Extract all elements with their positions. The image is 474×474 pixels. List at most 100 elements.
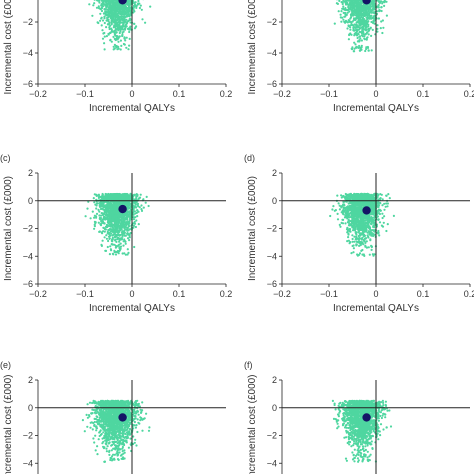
scatter-point [136, 215, 139, 218]
scatter-point [144, 201, 147, 204]
scatter-point [373, 14, 376, 17]
scatter-point [335, 2, 338, 5]
scatter-point [126, 218, 129, 221]
scatter-point [100, 24, 103, 27]
scatter-point [349, 17, 352, 20]
scatter-point [118, 237, 121, 240]
scatter-point [101, 29, 104, 32]
scatter-point [117, 210, 120, 214]
scatter-point [367, 49, 370, 52]
scatter-point [122, 5, 125, 8]
scatter-point [361, 34, 364, 37]
scatter-point [116, 230, 119, 233]
scatter-point [95, 6, 99, 9]
scatter-point [128, 239, 131, 242]
scatter-point [145, 195, 148, 198]
scatter-point [104, 249, 108, 252]
scatter-point [138, 6, 141, 10]
scatter-point [107, 235, 111, 238]
scatter-point [126, 0, 129, 3]
scatter-point [376, 27, 379, 30]
scatter-point [353, 47, 356, 50]
scatter-point [97, 221, 100, 224]
scatter-point [116, 7, 120, 10]
scatter-point [124, 242, 127, 245]
scatter-point [349, 26, 352, 29]
scatter-point [107, 18, 110, 21]
scatter-point [122, 30, 125, 33]
scatter-point [382, 26, 385, 29]
scatter-point [129, 12, 132, 15]
x-axis-label: Incremental QALYs [89, 103, 175, 114]
scatter-point [104, 4, 107, 7]
bootstrap-cloud [84, 192, 150, 256]
scatter-point [366, 20, 369, 23]
scatter-point [101, 232, 104, 235]
scatter-point [340, 10, 343, 13]
scatter-point [352, 2, 355, 5]
scatter-point [365, 47, 368, 51]
scatter-point [122, 240, 125, 243]
scatter-point [118, 19, 121, 22]
scatter-point [118, 221, 121, 224]
scatter-point [94, 221, 97, 224]
scatter-point [376, 30, 379, 33]
scatter-point [123, 217, 126, 220]
scatter-point [100, 9, 104, 13]
scatter-point [378, 9, 381, 12]
scatter-point [344, 7, 347, 10]
scatter-point [126, 229, 129, 232]
scatter-point [101, 37, 105, 40]
scatter-point [345, 0, 348, 3]
scatter-point [108, 21, 111, 24]
scatter-point [119, 225, 122, 228]
scatter-point [357, 4, 360, 7]
scatter-point [344, 15, 347, 18]
scatter-point [132, 218, 136, 221]
scatter-point [124, 234, 127, 237]
scatter-point [114, 201, 117, 204]
scatter-point [101, 193, 104, 196]
scatter-point [133, 245, 136, 249]
scatter-point [84, 215, 87, 218]
scatter-point [115, 217, 118, 220]
scatter-point [345, 13, 348, 16]
scatter-point [113, 25, 116, 28]
y-tick-label: −6 [23, 79, 33, 89]
scatter-point [115, 225, 118, 228]
scatter-point [354, 43, 357, 46]
scatter-point [126, 196, 129, 200]
scatter-point [108, 3, 111, 6]
scatter-point [135, 5, 138, 8]
scatter-point [112, 18, 116, 21]
scatter-point [364, 33, 367, 36]
scatter-point [346, 9, 349, 12]
scatter-point [108, 214, 111, 217]
x-axis-label: Incremental QALYs [333, 103, 419, 114]
scatter-point [369, 27, 372, 30]
scatter-point [88, 3, 91, 6]
scatter-point [119, 247, 122, 250]
scatter-point [105, 19, 108, 22]
scatter-point [102, 208, 105, 211]
scatter-point [107, 15, 110, 18]
scatter-point [342, 11, 345, 14]
scatter-point [370, 49, 373, 52]
y-tick-label: −6 [23, 279, 33, 289]
scatter-point [128, 9, 131, 12]
scatter-point [97, 5, 100, 8]
x-tick-label: 0.2 [464, 89, 474, 99]
scatter-point [380, 20, 383, 23]
scatter-point [132, 226, 135, 229]
scatter-point [371, 28, 374, 31]
scatter-point [118, 24, 121, 27]
y-axis-label: Incremental cost (£000) [247, 0, 258, 95]
scatter-point [352, 17, 356, 20]
y-tick-label: 2 [28, 168, 33, 178]
scatter-point [118, 201, 121, 204]
scatter-point [134, 1, 137, 4]
scatter-point [140, 8, 143, 11]
scatter-point [142, 206, 145, 209]
scatter-point [120, 214, 123, 217]
